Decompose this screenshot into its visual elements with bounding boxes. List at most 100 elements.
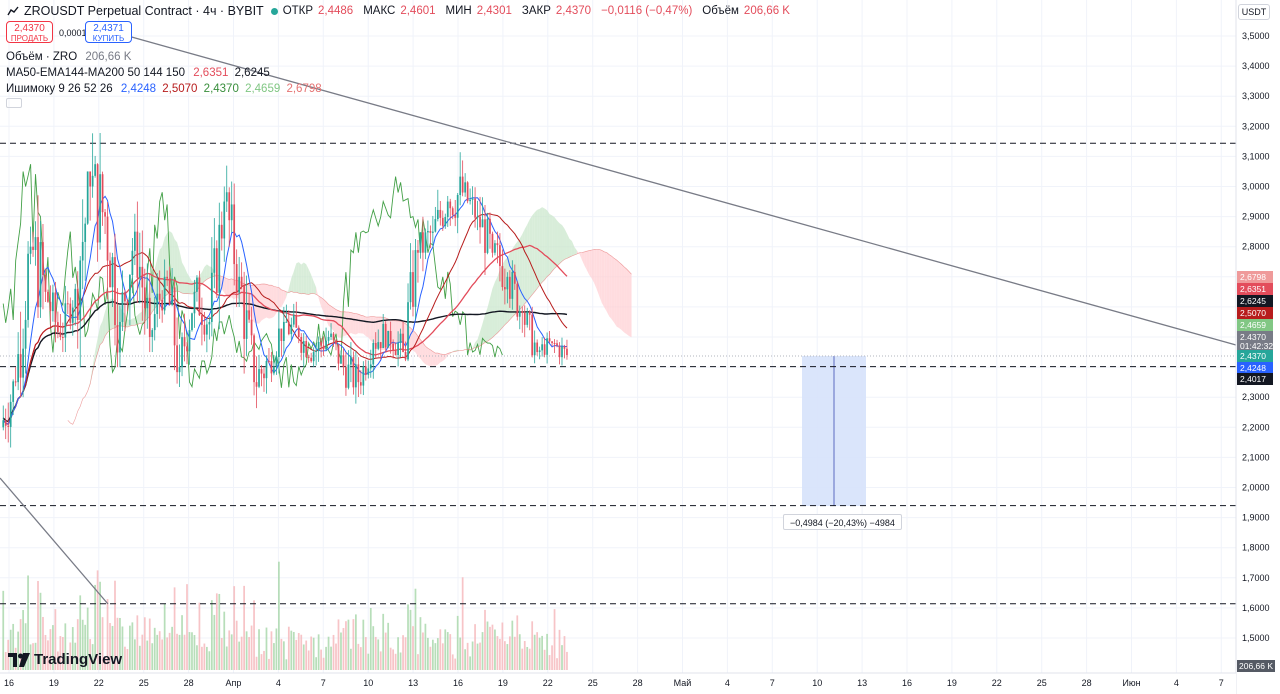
candle-body: [504, 287, 506, 290]
volume-bar: [295, 639, 298, 670]
volume-bar: [404, 637, 407, 670]
volume-bar: [429, 646, 432, 670]
candle-body: [434, 219, 437, 232]
price-tick-label: 1,7000: [1242, 573, 1270, 583]
volume-bar: [201, 646, 203, 670]
time-tick-label: 25: [588, 678, 598, 688]
candle-body: [116, 325, 119, 353]
candle-body: [52, 292, 54, 312]
chart-type-icon[interactable]: [6, 5, 20, 17]
candle-body: [253, 335, 255, 383]
cloud-segment: [574, 247, 577, 256]
cloud-segment: [157, 249, 160, 305]
cloud-segment: [184, 266, 188, 294]
volume-bar: [422, 632, 424, 670]
volume-bar: [198, 602, 201, 670]
candle-body: [379, 342, 382, 349]
volume-bar: [310, 636, 313, 670]
candle-body: [158, 293, 161, 300]
buy-button[interactable]: 2,4371 КУПИТЬ: [85, 21, 132, 43]
sell-button[interactable]: 2,4370 ПРОДАТЬ: [6, 21, 53, 43]
volume-bar: [9, 629, 12, 670]
volume-bar: [513, 636, 516, 670]
volume-bar: [504, 641, 506, 670]
cloud-segment: [293, 263, 297, 293]
volume-bar: [218, 593, 221, 670]
cloud-segment: [417, 336, 421, 359]
cloud-segment: [345, 311, 349, 336]
ma-legend[interactable]: MA50-EMA144-MA200 50 144 150 2,6351 2,62…: [6, 66, 275, 80]
volume-bar: [101, 617, 104, 670]
candle-body: [240, 276, 243, 287]
candle-body: [399, 333, 402, 343]
time-tick-label: 7: [321, 678, 326, 688]
volume-bar: [106, 599, 109, 670]
volume-bar: [481, 632, 484, 670]
price-tag-label: 2,4248: [1240, 363, 1266, 373]
candle-body: [342, 355, 345, 368]
candle-body: [456, 194, 459, 218]
candle-body: [523, 312, 526, 325]
candle-body: [27, 253, 29, 320]
candle-body: [427, 231, 429, 233]
cloud-segment: [358, 314, 361, 334]
candle-body: [325, 340, 327, 350]
volume-bar: [469, 656, 471, 670]
time-tick-label: 16: [902, 678, 912, 688]
candle-body: [556, 343, 558, 346]
cloud-segment: [561, 225, 565, 262]
volume-legend[interactable]: Объём · ZRO 206,66 K: [6, 50, 136, 64]
candle-body: [32, 246, 34, 250]
descending-trendline: [127, 35, 1237, 346]
candle-body: [422, 232, 424, 253]
candle-body: [352, 357, 355, 388]
volume-legend-name: Объём · ZRO: [6, 51, 78, 63]
cloud-segment: [422, 342, 426, 365]
ichimoku-legend[interactable]: Ишимоку 9 26 52 26 2,4248 2,5070 2,4370 …: [6, 82, 327, 96]
cloud-segment: [313, 281, 317, 295]
volume-bar: [273, 643, 275, 670]
candle-body: [322, 345, 325, 350]
price-tick-label: 3,1000: [1242, 151, 1270, 161]
symbol-title[interactable]: ZROUSDT Perpetual Contract · 4ч · BYBIT: [24, 4, 264, 18]
candle-body: [355, 364, 357, 388]
time-tick-label: 16: [453, 678, 463, 688]
candle-body: [228, 192, 231, 221]
cloud-segment: [393, 320, 396, 347]
cloud-segment: [365, 316, 369, 338]
volume-bar: [270, 631, 273, 670]
candle-body: [14, 381, 17, 383]
cloud-segment: [373, 316, 376, 346]
tradingview-logo[interactable]: TradingView: [8, 651, 122, 668]
candle-body: [389, 330, 392, 344]
volume-bar: [561, 645, 563, 670]
legend-collapse-button[interactable]: [6, 98, 22, 108]
cloud-segment: [614, 258, 617, 327]
candle-body: [265, 360, 268, 379]
cloud-segment: [288, 278, 292, 293]
candle-body: [104, 212, 106, 217]
cloud-segment: [504, 257, 508, 325]
volume-bar: [533, 634, 536, 670]
volume-bar: [81, 619, 84, 670]
volume-bar: [414, 588, 417, 670]
volume-bar: [317, 634, 320, 670]
price-tag-label: 01:42:32: [1240, 341, 1273, 351]
candle-body: [181, 337, 183, 368]
cloud-segment: [177, 242, 180, 292]
volume-bar: [389, 647, 392, 670]
time-tick-label: 4: [276, 678, 281, 688]
cloud-segment: [494, 276, 498, 336]
currency-selector[interactable]: USDT: [1238, 4, 1270, 20]
volume-bar: [528, 648, 531, 670]
candle-body: [431, 231, 434, 233]
candle-body: [337, 344, 340, 364]
volume-bar: [516, 615, 519, 670]
cloud-segment: [626, 268, 630, 336]
volume-bar: [265, 627, 268, 670]
candle-body: [474, 198, 476, 218]
candle-body: [506, 276, 509, 290]
volume-bar: [47, 640, 49, 670]
volume-bar: [52, 625, 54, 670]
